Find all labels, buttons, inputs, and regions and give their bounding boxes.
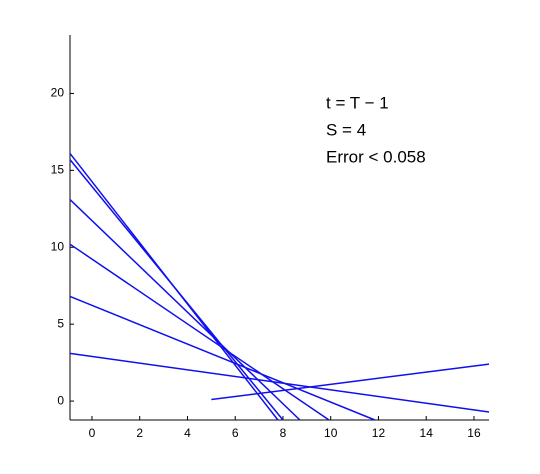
x-tick-label: 10 [324, 426, 338, 440]
x-tick-label: 8 [280, 426, 287, 440]
line [69, 295, 376, 421]
x-tick-label: 2 [136, 426, 143, 440]
x-tick-label: 4 [184, 426, 191, 440]
line [69, 352, 490, 413]
line [69, 159, 284, 421]
y-tick-label: 20 [51, 86, 65, 100]
x-tick-label: 6 [232, 426, 239, 440]
annotation: t = T − 1 [326, 93, 389, 112]
y-tick-label: 15 [51, 163, 65, 177]
x-tick-label: 12 [372, 426, 386, 440]
annotation: S = 4 [326, 120, 366, 139]
line [69, 199, 301, 421]
annotation: Error < 0.058 [326, 147, 426, 166]
line [211, 363, 490, 401]
y-tick-label: 0 [57, 393, 64, 407]
x-tick-label: 16 [467, 426, 481, 440]
y-tick-label: 5 [57, 316, 64, 330]
y-tick-label: 10 [51, 239, 65, 253]
x-tick-label: 14 [420, 426, 434, 440]
x-tick-label: 0 [89, 426, 96, 440]
line [69, 243, 330, 421]
